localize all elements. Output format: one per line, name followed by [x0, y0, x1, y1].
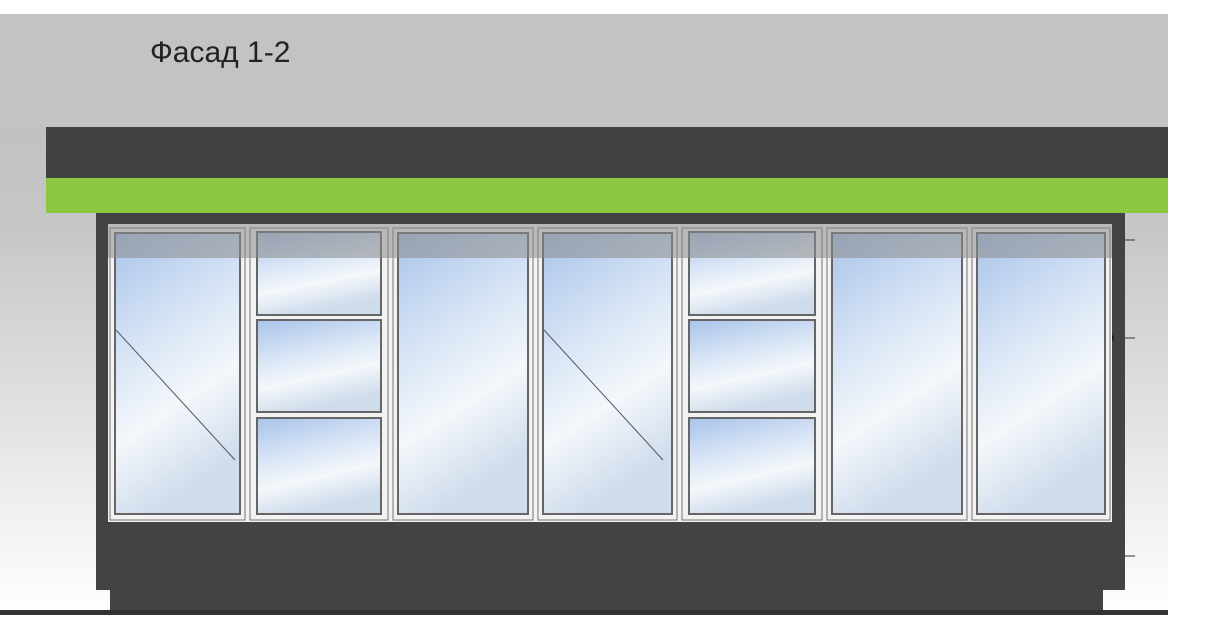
pane — [256, 417, 382, 515]
pane — [688, 319, 816, 413]
reflection-line — [543, 329, 664, 461]
pane — [256, 319, 382, 413]
pane — [688, 417, 816, 515]
plinth — [110, 590, 1103, 610]
pane — [976, 232, 1106, 515]
pane — [397, 232, 529, 515]
sky-band — [0, 14, 1168, 127]
reflection-line — [115, 329, 236, 461]
ground-line — [0, 610, 1168, 615]
green-stripe — [46, 178, 1168, 213]
title: Фасад 1-2 — [150, 36, 290, 69]
shade-overlay — [108, 224, 1112, 258]
pane — [831, 232, 963, 515]
glazing — [109, 227, 1111, 521]
fascia — [46, 127, 1168, 178]
pane — [542, 232, 673, 515]
pane — [114, 232, 241, 515]
